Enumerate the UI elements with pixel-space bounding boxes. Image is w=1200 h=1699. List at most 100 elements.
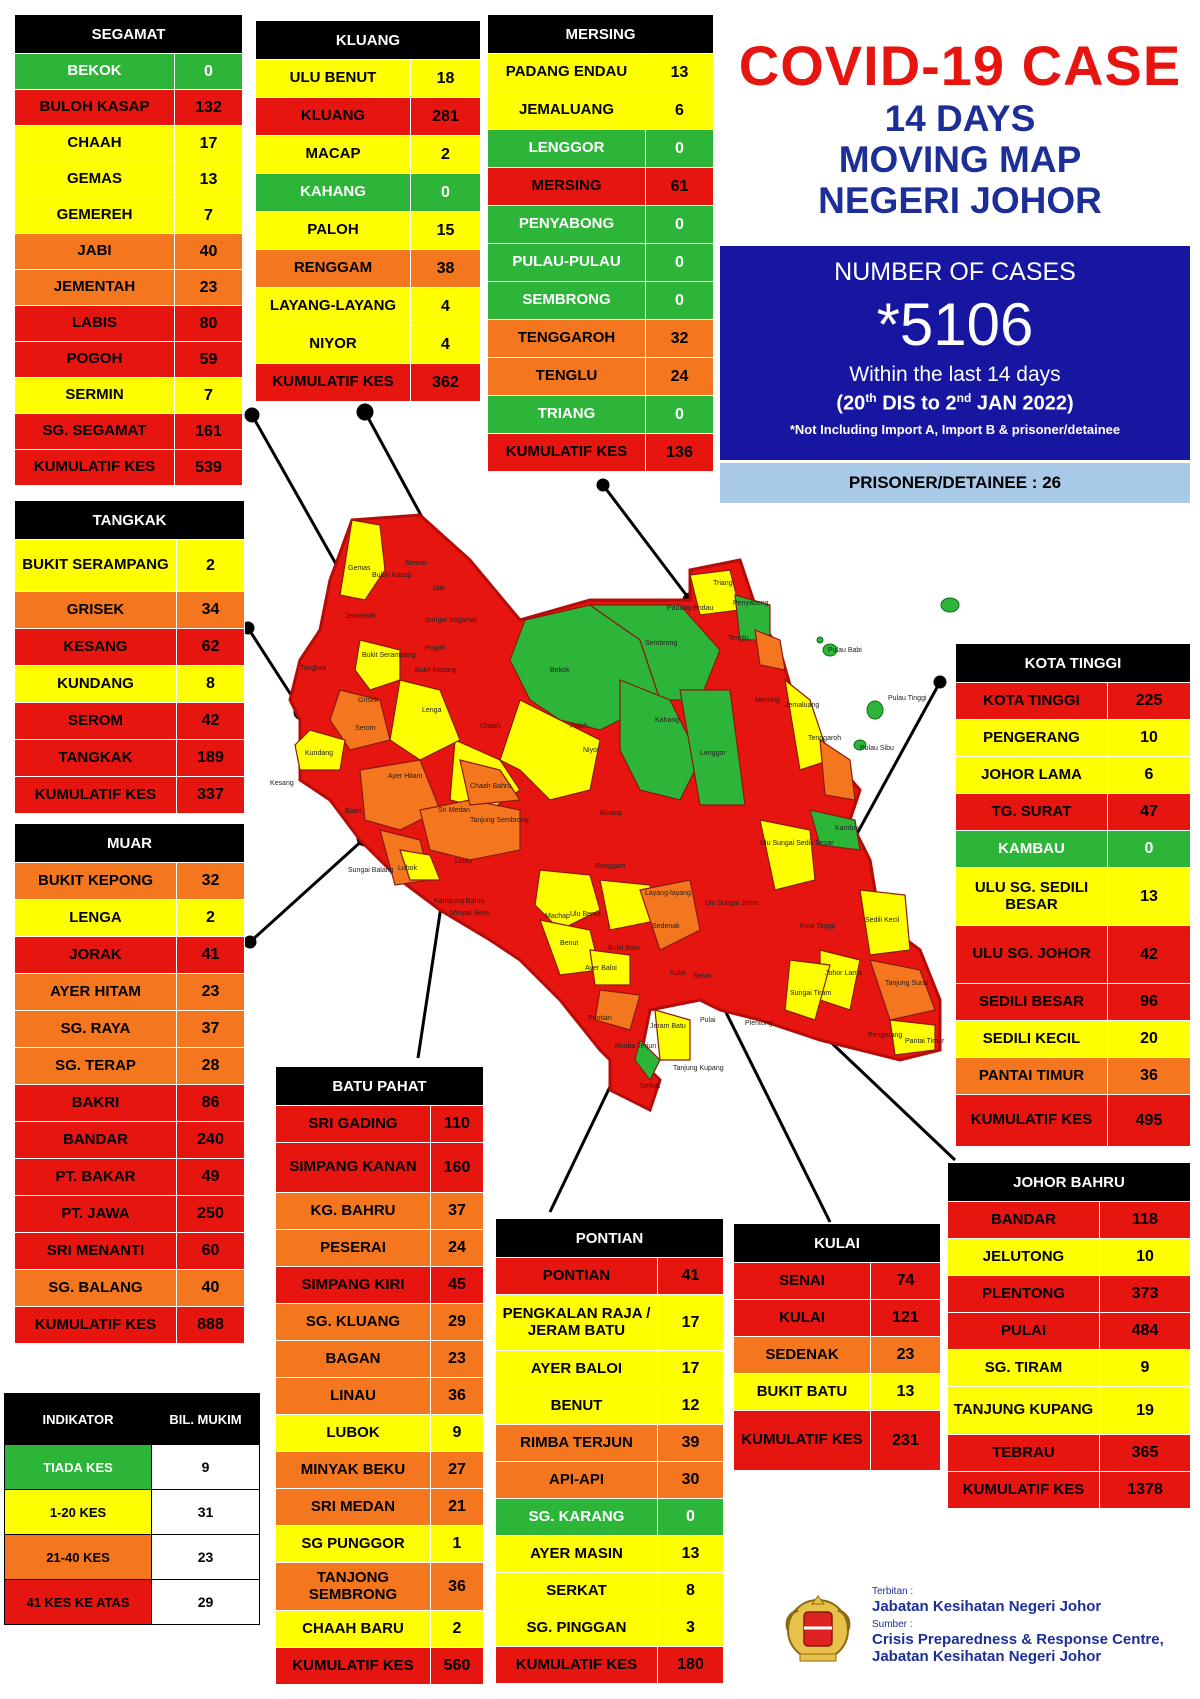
page-title: COVID-19 CASE (738, 34, 1182, 97)
mukim-name: PENYABONG (487, 205, 646, 244)
title-line-state: NEGERI JOHOR (818, 180, 1102, 221)
table-row: GRISEK 34 (14, 591, 246, 629)
mukim-name: JABI (14, 233, 175, 270)
case-count: 189 (175, 739, 246, 777)
case-count: 373 (1099, 1275, 1191, 1313)
mukim-name: POGOH (14, 341, 175, 378)
legend-count: 29 (151, 1579, 260, 1625)
cases-date-range: (20th DIS to 2nd JAN 2022) (836, 391, 1074, 415)
map-label: Lenga (422, 707, 442, 714)
cumulative-label: KUMULATIF KES (14, 776, 177, 814)
legend-label: 21-40 KES (4, 1534, 152, 1580)
case-count: 9 (1099, 1349, 1191, 1387)
case-count: 0 (644, 205, 715, 244)
mukim-name: RIMBA TERJUN (495, 1424, 658, 1462)
case-count: 28 (176, 1047, 245, 1085)
mukim-name: LAYANG-LAYANG (255, 287, 411, 326)
footer: Terbitan : Jabatan Kesihatan Negeri Joho… (778, 1586, 1198, 1696)
table-row: JOHOR LAMA 6 (955, 756, 1192, 794)
case-count: 225 (1106, 682, 1192, 720)
case-count: 10 (1106, 719, 1192, 757)
map-label: Kampung Bahru (434, 898, 485, 905)
mukim-name: SG. TIRAM (947, 1349, 1100, 1387)
mukim-name: SG. RAYA (14, 1010, 177, 1048)
mukim-name: KULAI (733, 1299, 871, 1337)
table-row: JABI 40 (14, 233, 244, 270)
case-count: 74 (869, 1262, 942, 1300)
mukim-name: TENGGAROH (487, 319, 646, 358)
title-block: COVID-19 CASE 14 DAYS MOVING MAP NEGERI … (720, 34, 1200, 221)
map-label: Senai (693, 973, 711, 980)
table-row: TANJONG SEMBRONG 36 (275, 1562, 484, 1611)
case-count: 42 (1106, 925, 1192, 984)
district-header: MERSING (486, 14, 715, 54)
case-count: 15 (409, 211, 482, 250)
mukim-name: JEMALUANG (487, 91, 646, 130)
case-count: 18 (409, 59, 482, 98)
map-label: Pulau Babi (828, 647, 862, 654)
case-count: 0 (173, 53, 244, 90)
table-row: PULAI 484 (947, 1312, 1191, 1350)
case-count: 32 (644, 319, 715, 358)
cases-total: *5106 (876, 291, 1034, 358)
mukim-name: SENAI (733, 1262, 871, 1300)
mukim-name: SEDILI KECIL (955, 1020, 1108, 1058)
map-label: Grisek (358, 697, 379, 704)
map-label: Tenglu (728, 635, 749, 642)
case-count: 7 (173, 377, 244, 414)
map-label: Kambau (835, 825, 861, 832)
table-row: SEDILI KECIL 20 (955, 1020, 1192, 1058)
case-count: 37 (176, 1010, 245, 1048)
table-row: TANGKAK 189 (14, 739, 246, 777)
map-label: Pogoh (425, 645, 445, 652)
map-label: Sembrong (645, 640, 677, 647)
case-count: 39 (657, 1424, 724, 1462)
map-label: Kesang (270, 780, 294, 787)
mukim-name: JELUTONG (947, 1238, 1100, 1276)
mukim-name: PENGKALAN RAJA / JERAM BATU (495, 1294, 658, 1351)
mukim-name: BUKIT SERAMPANG (14, 539, 177, 592)
mukim-name: LINAU (275, 1377, 431, 1415)
table-row: GEMAS 13 (14, 161, 244, 198)
district-table-johor-bahru: JOHOR BAHRU BANDAR 118 JELUTONG 10 PLENTONG 37… (947, 1162, 1191, 1509)
table-row: BEKOK 0 (14, 53, 244, 90)
mukim-name: TANGKAK (14, 739, 177, 777)
case-count: 45 (430, 1266, 484, 1304)
legend-label: 1-20 KES (4, 1489, 152, 1535)
map-label: Linau (455, 858, 472, 865)
table-row: GEMEREH 7 (14, 197, 244, 234)
case-count: 13 (173, 161, 244, 198)
district-header: TANGKAK (13, 500, 246, 540)
case-count: 2 (409, 135, 482, 174)
mukim-name: SG. SEGAMAT (14, 413, 175, 450)
case-count: 34 (175, 591, 246, 629)
case-count: 59 (173, 341, 244, 378)
district-table-segamat: SEGAMAT BEKOK 0 BULOH KASAP 132 CHAAH 17 GEMAS 1… (13, 14, 244, 486)
mukim-name: AYER BALOI (495, 1350, 658, 1388)
case-count: 30 (657, 1461, 724, 1499)
table-row: BANDAR 240 (14, 1121, 245, 1159)
map-label: Johor Lama (825, 970, 862, 977)
table-row: BUKIT SERAMPANG 2 (14, 539, 246, 592)
district-table-tangkak: TANGKAK BUKIT SERAMPANG 2 GRISEK 34 KESANG 62 K… (13, 500, 246, 814)
district-header: JOHOR BAHRU (947, 1162, 1191, 1202)
mukim-name: BANDAR (947, 1201, 1100, 1239)
case-count: 49 (176, 1158, 245, 1196)
mukim-name: KG. BAHRU (275, 1192, 431, 1230)
case-count: 1 (430, 1525, 484, 1563)
table-row: TRIANG 0 (487, 395, 715, 434)
case-count: 36 (430, 1562, 484, 1611)
case-count: 12 (657, 1387, 724, 1425)
table-row: KG. BAHRU 37 (275, 1192, 484, 1230)
case-count: 365 (1099, 1434, 1191, 1472)
table-row: KUMULATIF KES 560 (275, 1647, 484, 1685)
mukim-name: LENGA (14, 899, 177, 937)
map-label: Ayer Baloi (585, 965, 617, 972)
table-row: LABIS 80 (14, 305, 244, 342)
case-count: 61 (644, 167, 715, 206)
table-row: BAKRI 86 (14, 1084, 245, 1122)
map-label: Pulai (700, 1017, 716, 1024)
footer-source-2: Jabatan Kesihatan Negeri Johor (872, 1648, 1102, 1665)
table-row: PT. BAKAR 49 (14, 1158, 245, 1196)
mukim-name: SG PUNGGOR (275, 1525, 431, 1563)
